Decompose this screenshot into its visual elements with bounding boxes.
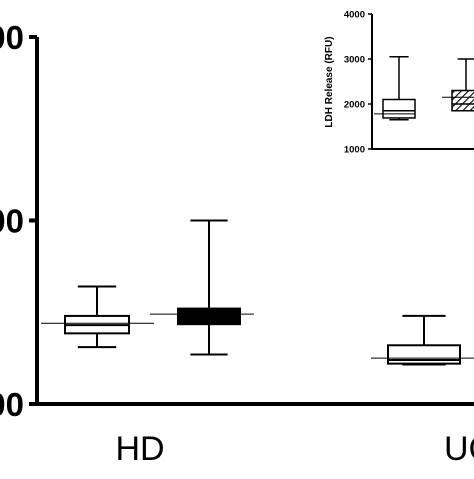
- x-category-label-hd: HD: [115, 430, 164, 468]
- inset-box-series1: [374, 56, 416, 121]
- inset-box-series: [374, 56, 474, 121]
- main-box-series: [41, 219, 474, 366]
- main-y-tick-label: 00: [0, 19, 24, 56]
- inset-y-tick-label: 2000: [344, 100, 365, 111]
- box-hd-series2: [150, 219, 254, 356]
- box-box: [177, 307, 241, 326]
- box-hd-series1: [41, 285, 154, 349]
- inset-y-tick-label: 3000: [344, 55, 365, 66]
- main-y-tick-label: 00: [0, 386, 24, 423]
- main-y-tick-label: 00: [0, 203, 24, 240]
- inset-box-box: [382, 98, 416, 119]
- inset-y-tick-label: 1000: [344, 145, 365, 156]
- main-y-ticks: 00 00 00: [0, 19, 37, 423]
- inset-box-box: [451, 89, 474, 112]
- main-chart: 00 00 00 HD UC: [0, 19, 474, 468]
- inset-y-axis-label: LDH Release (RFU): [324, 36, 335, 127]
- inset-y-tick-label: 4000: [344, 10, 365, 21]
- box-uc-series1: [371, 314, 474, 366]
- x-category-label-uc: UC: [444, 430, 474, 468]
- inset-y-ticks: 1000 2000 3000 4000: [344, 10, 372, 156]
- inset-box-series2: [442, 58, 474, 112]
- inset-chart: 1000 2000 3000 4000 LDH Release (RFU): [324, 10, 474, 156]
